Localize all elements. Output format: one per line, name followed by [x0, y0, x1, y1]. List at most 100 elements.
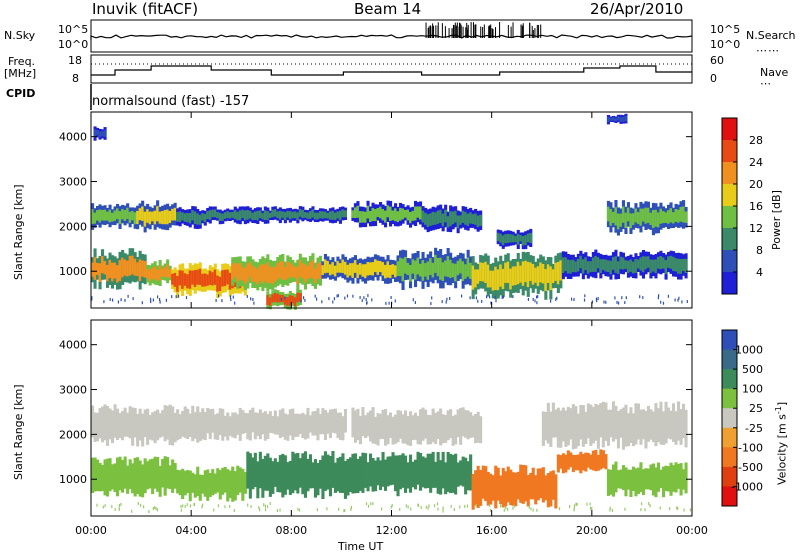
colorbar-segment — [722, 388, 737, 409]
scatter-cell — [108, 408, 112, 440]
colorbar-tick-label: 28 — [749, 134, 763, 147]
scatter-cell-core — [524, 260, 528, 283]
scatter-cell — [196, 466, 200, 497]
speckle — [575, 502, 577, 506]
scatter-cell-core — [394, 265, 398, 278]
x-tick-label: 20:00 — [576, 524, 608, 537]
scatter-cell — [153, 456, 157, 489]
scatter-cell-core — [521, 261, 525, 286]
x-tick-label: 12:00 — [376, 524, 408, 537]
speckle — [114, 508, 116, 511]
power-panel — [91, 113, 688, 310]
scatter-cell-core — [108, 259, 112, 278]
scatter-cell — [123, 456, 127, 489]
scatter-cell-core — [511, 234, 515, 243]
scatter-cell — [624, 467, 628, 497]
scatter-cell — [236, 414, 240, 435]
scatter-cell — [621, 465, 625, 491]
scatter-cell — [662, 466, 666, 498]
scatter-cell — [168, 404, 172, 445]
scatter-cell — [684, 462, 688, 494]
scatter-cell — [341, 453, 345, 493]
speckle — [550, 299, 552, 303]
scatter-cell — [158, 465, 162, 497]
scatter-cell-core — [509, 268, 513, 290]
colorbar-segment — [722, 447, 737, 468]
scatter-cell — [496, 467, 500, 501]
speckle — [442, 506, 444, 510]
scatter-cell-core — [611, 257, 615, 270]
scatter-cell — [353, 410, 357, 443]
speckle — [371, 298, 373, 302]
x-tick-label: 00:00 — [676, 524, 708, 537]
scatter-cell-core — [138, 259, 142, 281]
scatter-cell-core — [116, 265, 120, 283]
scatter-cell-core — [456, 260, 460, 276]
scatter-cell-core — [486, 264, 490, 288]
speckle — [224, 505, 226, 509]
scatter-cell-core — [351, 210, 355, 218]
scatter-cell — [158, 413, 162, 438]
scatter-cell — [384, 409, 388, 446]
scatter-cell — [677, 401, 681, 441]
scatter-cell-core — [193, 211, 197, 224]
scatter-cell — [469, 412, 473, 438]
scatter-cell-core — [338, 263, 342, 273]
scatter-cell — [429, 415, 433, 445]
scatter-cell — [646, 405, 650, 442]
speckle — [676, 506, 678, 510]
scatter-cell — [441, 451, 445, 489]
scatter-cell — [183, 406, 187, 438]
speckle — [333, 297, 335, 301]
scatter-cell-core — [333, 212, 337, 220]
scatter-cell — [519, 464, 523, 503]
speckle — [464, 504, 466, 508]
scatter-cell — [258, 451, 262, 489]
speckle — [534, 299, 536, 303]
scatter-cell-core — [521, 236, 525, 246]
scatter-cell — [356, 458, 360, 493]
scatter-cell-core — [554, 262, 558, 281]
scatter-cell-core — [629, 259, 633, 272]
scatter-cell — [604, 402, 608, 441]
scatter-cell — [586, 403, 590, 439]
scatter-cell — [343, 409, 347, 433]
scatter-cell — [454, 453, 458, 495]
scatter-cell — [316, 463, 320, 496]
scatter-cell-core — [444, 209, 448, 223]
scatter-cell — [424, 457, 428, 489]
scatter-cell-core — [419, 263, 423, 277]
scatter-cell-core — [404, 256, 408, 274]
scatter-cell-core — [126, 260, 130, 277]
scatter-cell-core — [208, 270, 212, 285]
scatter-cell-core — [143, 211, 147, 227]
scatter-cell — [318, 460, 322, 489]
scatter-cell-core — [338, 210, 342, 221]
scatter-cell — [374, 460, 378, 492]
scatter-cell — [313, 459, 317, 498]
scatter-cell — [656, 462, 660, 492]
scatter-cell-core — [454, 263, 458, 282]
scatter-cell-core — [616, 261, 620, 274]
scatter-cell — [414, 459, 418, 490]
scatter-cell — [188, 470, 192, 502]
scatter-cell — [178, 414, 182, 439]
speckle — [259, 508, 261, 512]
speckle — [109, 298, 111, 301]
speckle — [246, 294, 248, 298]
scatter-cell-core — [223, 212, 227, 219]
scatter-cell — [233, 412, 237, 439]
speckle — [605, 300, 607, 304]
scatter-cell — [191, 405, 195, 442]
speckle — [433, 504, 436, 508]
scatter-cell-core — [624, 115, 628, 122]
speckle — [218, 294, 220, 298]
scatter-cell — [111, 410, 115, 444]
scatter-cell — [291, 451, 295, 494]
scatter-cell — [476, 465, 480, 508]
scatter-cell-core — [589, 261, 593, 273]
scatter-cell-core — [651, 259, 655, 272]
scatter-cell — [213, 414, 217, 440]
scatter-cell — [594, 449, 598, 472]
cpid-label: CPID — [6, 87, 36, 100]
